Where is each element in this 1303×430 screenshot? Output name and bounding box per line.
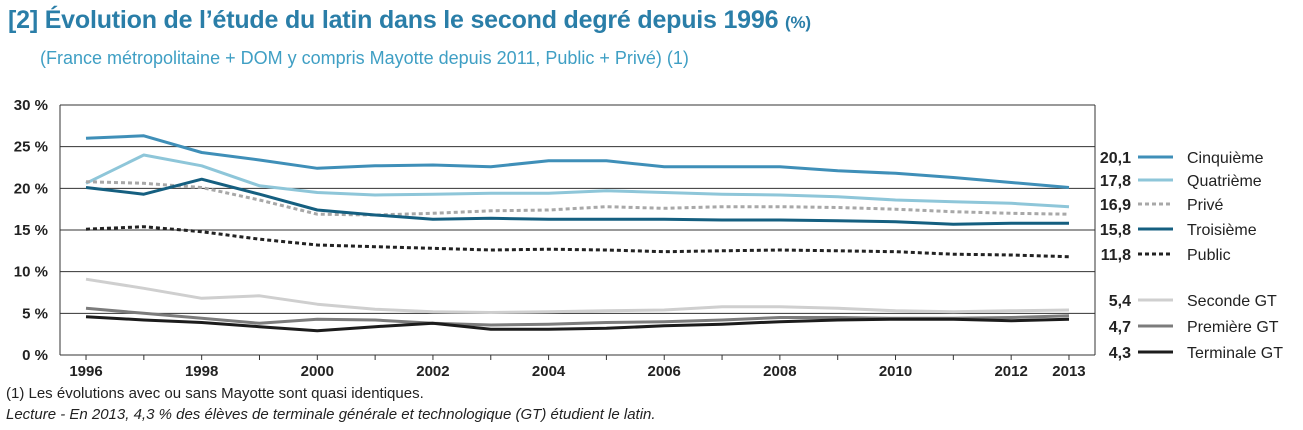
end-value-label: 11,8 xyxy=(1101,247,1131,264)
chart-title-text: [2] Évolution de l’étude du latin dans l… xyxy=(8,6,779,34)
chart-title-unit: (%) xyxy=(785,13,811,32)
legend-label: Quatrième xyxy=(1187,173,1262,190)
end-value-label: 17,8 xyxy=(1100,173,1131,190)
legend-label: Cinquième xyxy=(1187,150,1264,167)
series-line-troisième xyxy=(85,177,1069,226)
x-tick-label: 1998 xyxy=(185,363,218,380)
x-tick-label: 1996 xyxy=(69,363,102,380)
series-line-quatrième xyxy=(85,153,1070,209)
series-line-privé xyxy=(85,180,1070,217)
y-tick-label: 30 % xyxy=(14,97,48,114)
chart-title: [2] Évolution de l’étude du latin dans l… xyxy=(8,6,811,35)
end-value-label: 15,8 xyxy=(1100,222,1131,239)
end-value-label: 4,7 xyxy=(1109,319,1131,336)
x-tick-label: 2002 xyxy=(416,363,449,380)
y-tick-label: 25 % xyxy=(14,139,48,156)
y-tick-label: 5 % xyxy=(22,305,48,322)
legend-label: Première GT xyxy=(1187,319,1279,336)
legend-label: Terminale GT xyxy=(1187,345,1283,362)
x-tick-label: 2013 xyxy=(1052,363,1085,380)
x-tick-label: 2010 xyxy=(879,363,912,380)
x-tick-label: 2006 xyxy=(648,363,681,380)
footnote: (1) Les évolutions avec ou sans Mayotte … xyxy=(6,385,424,402)
chart-subtitle: (France métropolitaine + DOM y compris M… xyxy=(40,48,689,68)
series-line-public xyxy=(85,225,1070,259)
series-line-seconde-gt xyxy=(85,277,1070,314)
x-tick-label: 2000 xyxy=(301,363,334,380)
end-value-label: 16,9 xyxy=(1100,197,1131,214)
end-value-label: 20,1 xyxy=(1100,150,1131,167)
x-tick-label: 2012 xyxy=(994,363,1027,380)
x-tick-label: 2008 xyxy=(763,363,796,380)
y-tick-label: 10 % xyxy=(14,264,48,281)
legend-label: Troisième xyxy=(1187,222,1257,239)
y-tick-label: 20 % xyxy=(14,180,48,197)
y-tick-label: 0 % xyxy=(22,347,48,364)
legend-label: Seconde GT xyxy=(1187,293,1277,310)
legend-label: Public xyxy=(1187,247,1231,264)
x-tick-label: 2004 xyxy=(532,363,566,380)
y-tick-label: 15 % xyxy=(14,222,48,239)
series-line-cinquième xyxy=(85,134,1070,189)
end-value-label: 4,3 xyxy=(1109,345,1131,362)
legend-label: Privé xyxy=(1187,197,1224,214)
reading-note: Lecture - En 2013, 4,3 % des élèves de t… xyxy=(6,406,656,423)
series-line-terminale-gt xyxy=(85,315,1070,333)
end-value-label: 5,4 xyxy=(1109,293,1131,310)
